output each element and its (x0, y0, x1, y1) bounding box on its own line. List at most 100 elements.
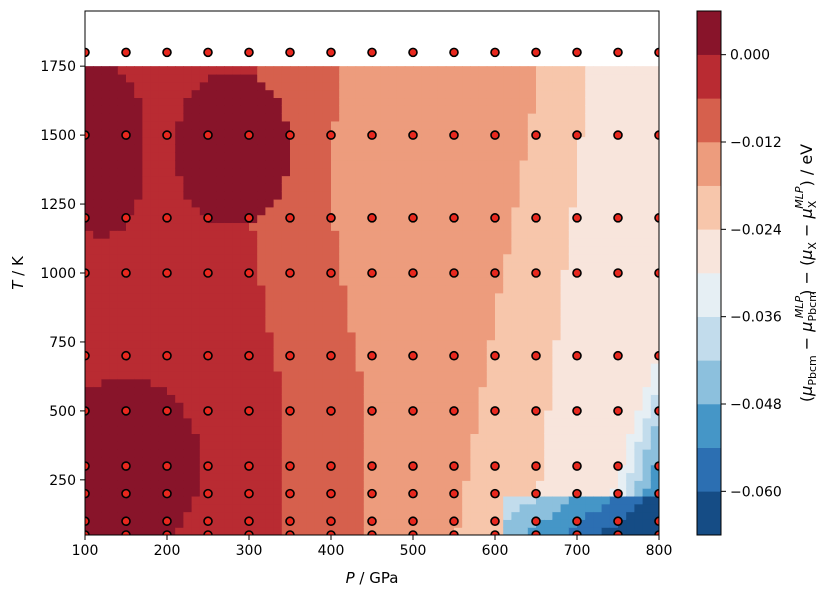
contour-cell (552, 480, 562, 489)
contour-cell (175, 245, 184, 255)
contour-cell (216, 113, 225, 122)
contour-cell (322, 198, 332, 208)
contour-cell (544, 191, 553, 200)
contour-cell (117, 495, 127, 505)
contour-cell (404, 277, 414, 286)
contour-cell (650, 284, 659, 294)
contour-cell (355, 120, 365, 130)
contour-cell (650, 175, 659, 184)
contour-cell (527, 386, 537, 395)
contour-cell (150, 316, 160, 325)
contour-cell (142, 316, 152, 325)
contour-cell (249, 527, 258, 535)
contour-cell (454, 253, 463, 263)
sample-point (367, 488, 377, 499)
contour-cell (413, 113, 422, 122)
contour-cell (134, 324, 143, 333)
contour-cell (560, 136, 570, 145)
contour-cell (183, 331, 193, 341)
contour-cell (577, 81, 586, 91)
contour-cell (281, 449, 291, 458)
contour-cell (413, 284, 422, 294)
contour-cell (437, 488, 447, 497)
contour-cell (650, 378, 659, 388)
contour-cell (117, 331, 127, 341)
contour-cell (191, 89, 201, 99)
contour-cell (322, 238, 332, 247)
contour-cell (593, 183, 603, 192)
contour-cell (650, 394, 659, 403)
contour-cell (519, 159, 529, 169)
contour-cell (101, 230, 111, 239)
contour-cell (126, 386, 135, 395)
contour-cell (372, 324, 381, 333)
contour-cell (404, 292, 414, 302)
contour-cell (117, 433, 127, 442)
sample-point (121, 130, 131, 140)
contour-cell (109, 308, 119, 317)
contour-cell (117, 277, 127, 286)
contour-cell (93, 409, 102, 419)
contour-cell (355, 292, 365, 302)
contour-cell (626, 128, 635, 138)
contour-cell (126, 198, 135, 208)
contour-cell (445, 417, 455, 427)
contour-cell (503, 152, 512, 161)
sample-point (203, 350, 213, 361)
contour-cell (642, 113, 652, 122)
contour-cell (175, 175, 184, 184)
contour-cell (388, 316, 398, 325)
contour-cell (380, 480, 389, 489)
contour-cell (298, 347, 307, 356)
contour-cell (331, 105, 340, 114)
contour-cell (527, 136, 537, 145)
contour-cell (454, 324, 463, 333)
contour-cell (281, 81, 291, 91)
contour-cell (519, 97, 529, 106)
contour-cell (544, 120, 553, 130)
contour-cell (519, 503, 529, 513)
contour-cell (150, 331, 160, 341)
contour-cell (618, 97, 627, 106)
contour-cell (101, 464, 111, 474)
contour-cell (257, 214, 266, 224)
contour-cell (544, 386, 553, 395)
contour-cell (142, 433, 152, 442)
contour-cell (347, 73, 357, 83)
contour-cell (273, 386, 283, 395)
contour-cell (101, 214, 111, 224)
contour-cell (339, 144, 348, 153)
contour-cell (314, 519, 324, 528)
contour-cell (150, 97, 160, 106)
contour-cell (404, 105, 414, 114)
x-tick-label: 300 (236, 543, 263, 559)
contour-cell (85, 402, 94, 411)
contour-cell (577, 128, 586, 138)
contour-cell (240, 222, 250, 231)
contour-cell (150, 495, 160, 505)
contour-cell (560, 363, 570, 372)
contour-cell (503, 120, 512, 130)
contour-cell (134, 175, 143, 184)
contour-cell (642, 120, 652, 130)
contour-cell (175, 238, 184, 247)
contour-cell (347, 66, 357, 75)
contour-cell (544, 503, 553, 513)
contour-cell (642, 511, 652, 520)
contour-cell (249, 511, 258, 520)
contour-cell (298, 175, 307, 184)
contour-cell (519, 292, 529, 302)
contour-cell (273, 300, 283, 309)
contour-cell (183, 159, 193, 169)
contour-cell (544, 519, 553, 528)
contour-cell (240, 253, 250, 263)
contour-cell (618, 417, 627, 427)
contour-cell (519, 441, 529, 450)
contour-cell (257, 409, 266, 419)
contour-cell (265, 105, 275, 114)
contour-cell (126, 136, 135, 145)
contour-cell (552, 206, 562, 216)
contour-cell (421, 386, 430, 395)
contour-cell (199, 472, 209, 481)
contour-cell (363, 472, 373, 481)
